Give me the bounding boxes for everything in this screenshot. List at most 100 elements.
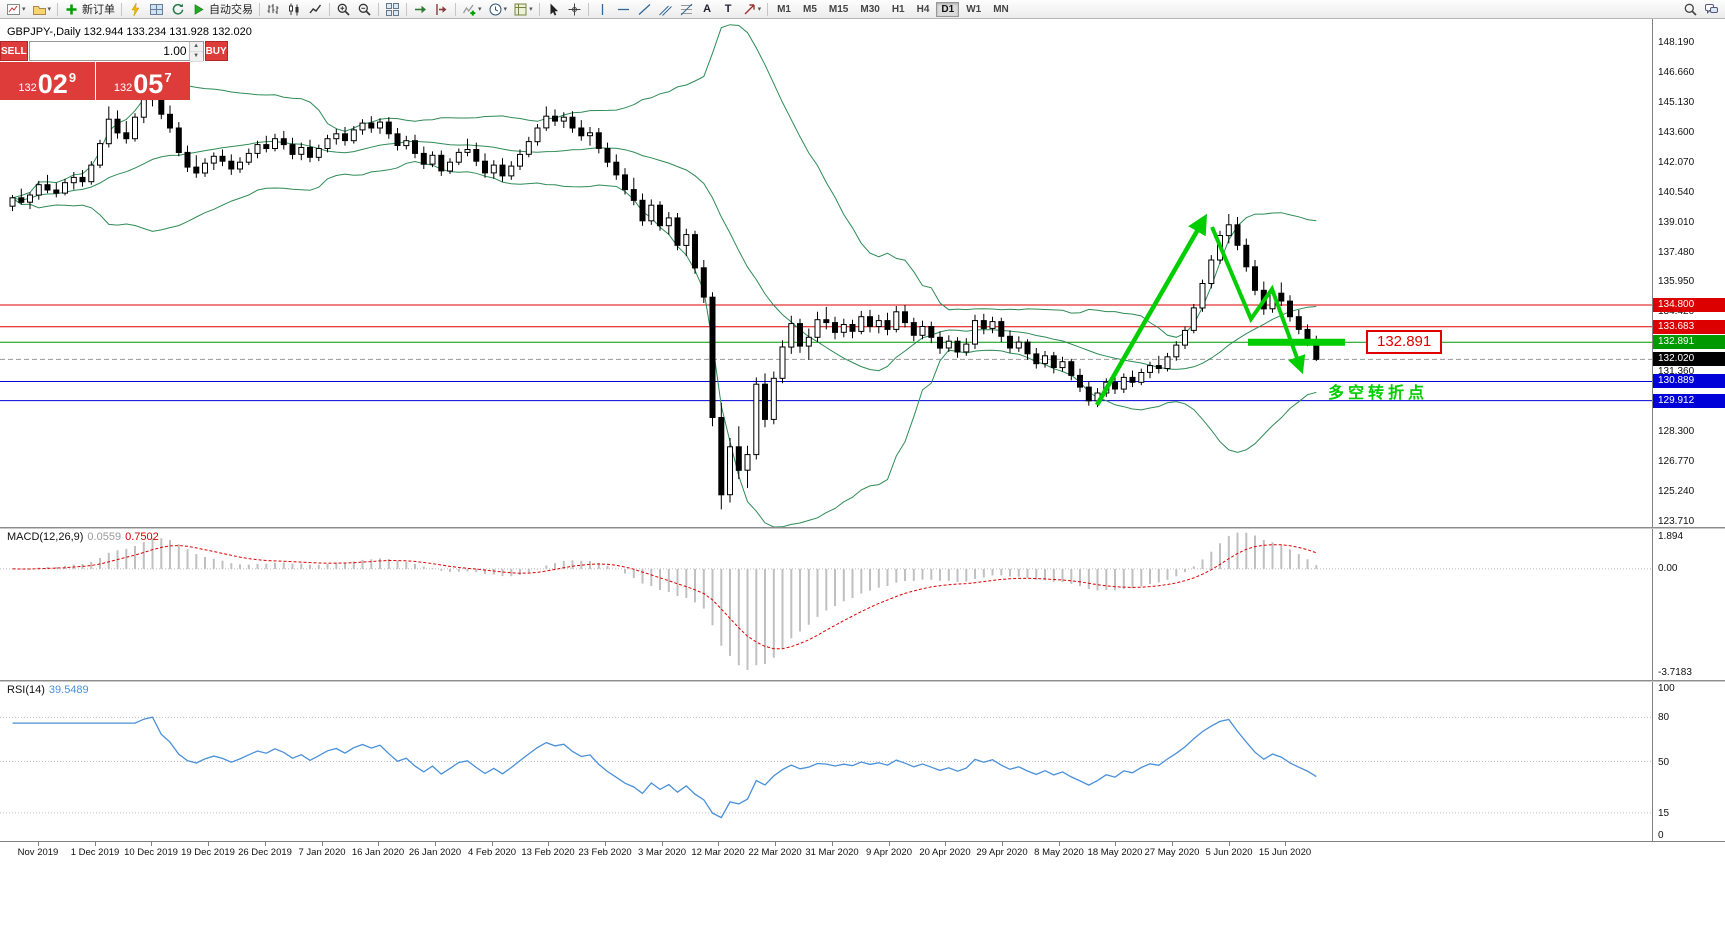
candle	[919, 326, 926, 336]
arrows-tool[interactable]: ▾	[739, 0, 765, 19]
chat-button[interactable]	[1701, 0, 1722, 19]
candle	[910, 322, 917, 336]
sell-price-tile[interactable]: 132 02 9	[0, 62, 95, 100]
profiles-button[interactable]: ▾	[29, 0, 55, 19]
price-callout-132891[interactable]: 132.891	[1366, 330, 1443, 354]
panel-separator-2[interactable]	[0, 680, 1725, 682]
autotrading-label: 自动交易	[209, 4, 254, 16]
candle	[604, 148, 611, 163]
refresh-button[interactable]	[167, 0, 188, 19]
new-order-button[interactable]: 新订单	[61, 0, 118, 19]
text-tool[interactable]: A	[697, 0, 718, 19]
tile-charts-button[interactable]	[382, 0, 403, 19]
pivot-annotation-text[interactable]: 多空转折点	[1328, 385, 1429, 402]
buy-button[interactable]: BUY	[204, 41, 228, 61]
candle	[298, 147, 305, 155]
bar-chart-button[interactable]	[263, 0, 284, 19]
volume-down-button[interactable]: ▼	[189, 52, 203, 62]
axis-date-label: 1 Dec 2019	[70, 847, 120, 858]
chart-shift-button[interactable]	[431, 0, 452, 19]
macd-label: MACD(12,26,9) 0.0559 0.7502	[7, 531, 159, 543]
indicators-button[interactable]: ▾	[459, 0, 485, 19]
trendline-tool[interactable]	[634, 0, 655, 19]
candle	[1173, 344, 1180, 358]
price-scale[interactable]: 148.190 146.660 145.130 143.600 142.070 140.5…	[1652, 19, 1725, 841]
up-trend-arrow[interactable]	[1095, 213, 1208, 407]
template-icon	[514, 3, 527, 15]
periods-button[interactable]: ▾	[485, 0, 511, 19]
scale-label: 140.540	[1658, 187, 1695, 198]
tf-button-m5[interactable]: M5	[803, 3, 817, 15]
candle	[508, 165, 515, 177]
zoom-out-button[interactable]	[354, 0, 375, 19]
tf-button-m1[interactable]: M1	[777, 3, 791, 15]
tf-button-h1[interactable]: H1	[891, 3, 905, 15]
macd-panel[interactable]: MACD(12,26,9) 0.0559 0.7502	[0, 529, 1652, 680]
candle	[44, 184, 51, 191]
fibonacci-tool[interactable]	[676, 0, 697, 19]
tf-button-m30[interactable]: M30	[860, 3, 880, 15]
candle	[333, 133, 340, 140]
candle	[709, 296, 716, 419]
candle	[1068, 361, 1075, 376]
trendline-icon	[638, 3, 651, 15]
search-button[interactable]	[1680, 0, 1701, 19]
tf-button-d1[interactable]: D1	[936, 1, 960, 17]
tf-button-h4[interactable]: H4	[916, 3, 930, 15]
candle	[132, 116, 138, 140]
scale-label: 135.950	[1658, 276, 1695, 287]
alerts-button[interactable]	[125, 0, 146, 19]
text-label-tool[interactable]: T	[718, 0, 739, 19]
candle	[744, 454, 751, 471]
candle	[1252, 266, 1258, 291]
horizontal-line-tool[interactable]	[613, 0, 634, 19]
candle	[263, 144, 270, 149]
tf-button-mn[interactable]: MN	[993, 3, 1009, 15]
axis-date-label: 16 Jan 2020	[351, 847, 405, 858]
crosshair-tool-button[interactable]	[564, 0, 585, 19]
rsi-scale-label: 15	[1658, 808, 1670, 819]
layouts-button[interactable]	[146, 0, 167, 19]
auto-scroll-button[interactable]	[410, 0, 431, 19]
axis-tick	[151, 842, 152, 846]
volume-box: ▲ ▼	[28, 41, 204, 62]
line-chart-button[interactable]	[305, 0, 326, 19]
axis-tick	[718, 842, 719, 846]
rsi-panel[interactable]: RSI(14) 39.5489	[0, 682, 1652, 841]
axis-date-label: 13 Feb 2020	[521, 847, 575, 858]
candle	[289, 144, 296, 155]
volume-input[interactable]	[29, 42, 189, 60]
tf-button-w1[interactable]: W1	[966, 3, 982, 15]
zoom-in-button[interactable]	[333, 0, 354, 19]
cursor-tool-button[interactable]	[543, 0, 564, 19]
candle	[1287, 300, 1293, 318]
volume-up-button[interactable]: ▲	[189, 42, 203, 52]
axis-date-label: 8 May 2020	[1034, 847, 1084, 858]
axis-tick	[1059, 842, 1060, 846]
buy-price-tile[interactable]: 132 05 7	[95, 62, 190, 100]
ask-sup: 7	[164, 70, 172, 85]
main-chart-canvas[interactable]: GBPJPY-,Daily 132.944 133.234 131.928 13…	[0, 19, 1652, 527]
candle	[272, 138, 278, 149]
panel-separator-1[interactable]	[0, 527, 1725, 529]
scale-box-129.912: 129.912	[1653, 394, 1725, 408]
ask-prefix: 132	[113, 82, 133, 94]
axis-tick	[1285, 842, 1286, 846]
vertical-line-tool[interactable]	[592, 0, 613, 19]
main-chart-svg[interactable]	[0, 19, 1652, 527]
new-chart-button[interactable]: ▾	[3, 0, 29, 19]
candle	[858, 316, 865, 332]
candlestick-chart-button[interactable]	[284, 0, 305, 19]
axis-tick	[662, 842, 663, 846]
candle	[867, 316, 873, 328]
down-zigzag-arrow[interactable]	[1210, 226, 1306, 375]
time-axis[interactable]: Nov 2019 1 Dec 2019 10 Dec 2019 19 Dec 2019…	[0, 841, 1725, 862]
sell-button[interactable]: SELL	[0, 41, 28, 61]
scale-label: 137.480	[1658, 247, 1695, 258]
tf-button-m15[interactable]: M15	[828, 3, 849, 15]
candle	[517, 153, 523, 167]
templates-button[interactable]: ▾	[510, 0, 536, 19]
autotrading-button[interactable]: 自动交易	[188, 0, 256, 19]
candle	[394, 133, 401, 147]
channel-tool[interactable]	[655, 0, 676, 19]
